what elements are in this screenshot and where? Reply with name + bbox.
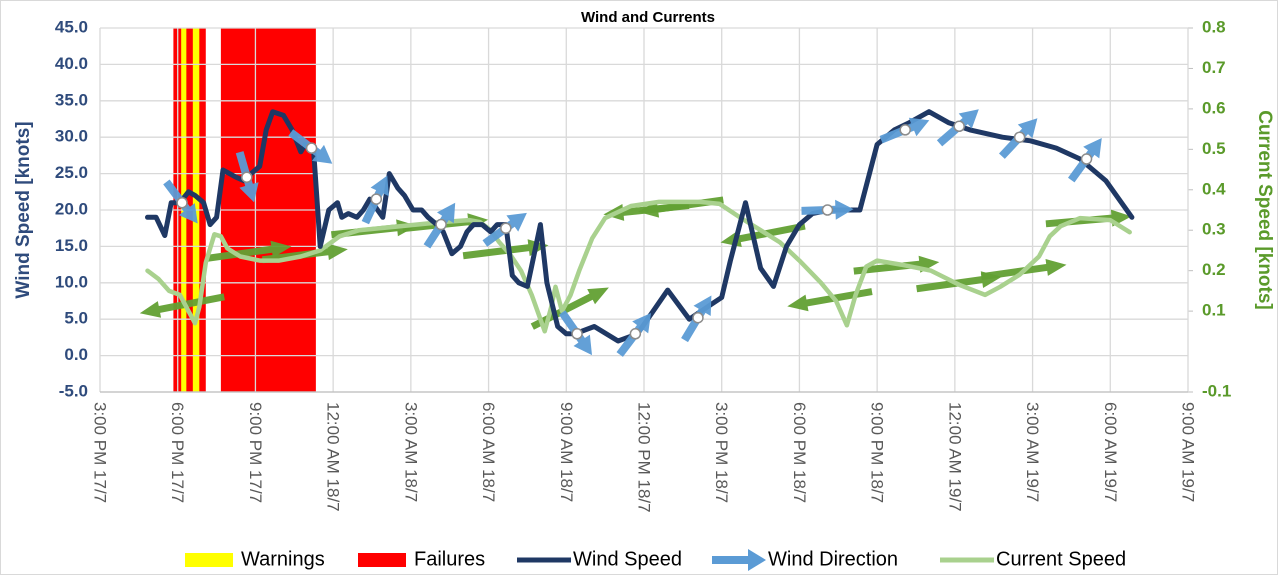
y2-tick-label: -0.1 [1202,381,1231,400]
y-axis-title: Wind Speed [knots] [13,121,34,298]
legend-key [358,553,406,567]
wind-direction-marker [241,171,253,183]
legend-key [712,549,766,571]
wind-direction-marker [1013,131,1026,143]
x-tick-label: 9:00 AM 18/7 [557,402,576,502]
current-direction-arrow [205,240,292,262]
y-tick-label: -5.0 [59,381,88,400]
wind-direction-marker [305,142,318,154]
x-tick-label: 3:00 AM 19/7 [1023,402,1042,502]
y2-tick-label: 0.2 [1202,260,1226,279]
y2-tick-label: 0.6 [1202,98,1226,117]
current-direction-arrow [916,271,1002,293]
legend-label: Failures [414,548,485,570]
y-tick-label: 5.0 [64,309,88,328]
current-direction-arrow [139,293,225,318]
x-tick-label: 6:00 AM 19/7 [1101,402,1120,502]
y-tick-label: 45.0 [55,17,88,36]
x-tick-label: 9:00 AM 19/7 [1179,402,1198,502]
wind-direction-marker [953,120,965,133]
wind-direction-marker [629,328,642,340]
y2-axis-title: Current Speed [knots] [1254,110,1275,310]
wind-direction-marker [370,193,383,205]
x-tick-label: 6:00 PM 17/7 [168,402,187,503]
chart-title: Wind and Currents [581,9,715,26]
x-tick-label: 12:00 AM 19/7 [945,402,964,512]
y-tick-label: 40.0 [55,54,88,73]
x-tick-label: 3:00 PM 18/7 [712,402,731,503]
legend-label: Wind Direction [768,548,898,570]
series-line [145,199,1132,334]
y2-tick-label: 0.7 [1202,58,1226,77]
wind-direction-marker [500,222,512,234]
y-tick-label: 25.0 [55,163,88,182]
x-tick-label: 6:00 PM 18/7 [790,402,809,503]
y-tick-label: 0.0 [64,345,88,364]
x-tick-label: 12:00 AM 18/7 [324,402,343,512]
current-direction-arrow [720,222,806,247]
y2-tick-label: 0.1 [1202,301,1226,320]
legend-label: Current Speed [996,548,1126,570]
current-direction-arrow [787,288,873,312]
wind-direction-marker [435,218,447,231]
y2-tick-label: 0.4 [1202,179,1226,198]
y2-tick-label: 0.3 [1202,220,1226,239]
x-tick-label: 6:00 AM 18/7 [479,402,498,502]
y2-tick-label: 0.5 [1202,139,1226,158]
legend-key [185,553,233,567]
x-tick-label: 12:00 PM 18/7 [635,402,654,513]
wind-direction-marker [176,196,188,209]
legend-label: Warnings [241,548,325,570]
x-tick-label: 3:00 PM 17/7 [91,402,110,503]
wind-direction-marker [899,124,911,136]
wind-direction-marker [571,328,583,340]
x-tick-label: 9:00 PM 18/7 [868,402,887,503]
y-tick-label: 10.0 [55,272,88,291]
y-tick-label: 15.0 [55,236,88,255]
x-tick-label: 9:00 PM 17/7 [246,402,265,503]
x-tick-label: 3:00 AM 18/7 [401,402,420,502]
wind-direction-marker [1080,153,1093,165]
y-tick-label: 20.0 [55,199,88,218]
wind-direction-marker [821,204,834,216]
wind-direction-marker [692,311,704,324]
y-tick-label: 35.0 [55,90,88,109]
legend-label: Wind Speed [573,548,682,570]
y-tick-label: 30.0 [55,127,88,146]
y2-tick-label: 0.8 [1202,17,1226,36]
